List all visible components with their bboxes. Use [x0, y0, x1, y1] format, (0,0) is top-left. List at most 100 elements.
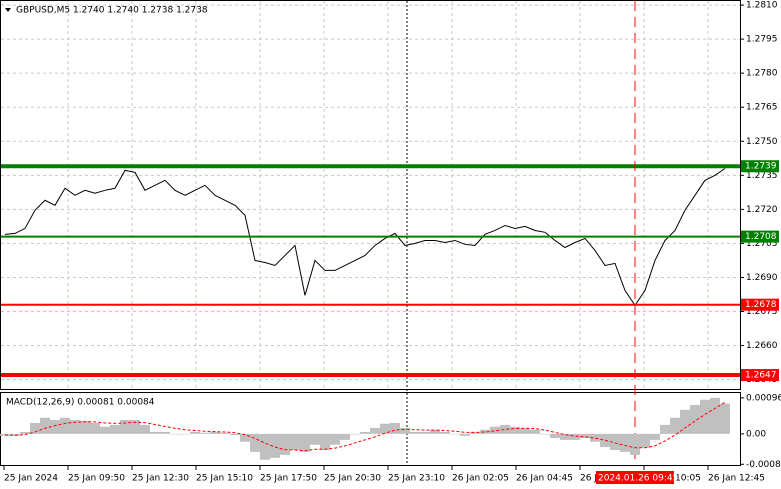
y-tick-label: 1.2765	[746, 103, 778, 113]
macd-bar	[190, 432, 200, 434]
macd-panel-frame	[0, 392, 741, 466]
macd-bar	[620, 433, 630, 452]
macd-bar	[320, 433, 330, 450]
macd-bar	[610, 433, 620, 450]
y-tick-label: 1.2660	[746, 341, 778, 351]
macd-bar	[50, 420, 60, 434]
y-tick-label: 1.2795	[746, 35, 778, 45]
macd-bar	[400, 427, 410, 434]
macd-bar	[350, 433, 360, 435]
price-panel-frame	[0, 0, 741, 390]
x-tick-label: 26 Jan 04:45	[516, 474, 573, 484]
y-tick-label: 1.2750	[746, 137, 778, 147]
macd-bar	[600, 433, 610, 447]
macd-bar	[120, 420, 130, 434]
macd-bar	[230, 433, 240, 435]
level-label-box	[741, 298, 779, 311]
macd-bar	[460, 433, 470, 436]
crosshair-label-box	[596, 471, 674, 484]
y-tick-label: 1.2735	[746, 171, 778, 181]
x-tick-label: 26 Jan 02:05	[452, 474, 509, 484]
macd-bar	[60, 417, 70, 434]
macd-bar	[40, 417, 50, 434]
macd-title: MACD(12,26,9) 0.00081 0.00084	[6, 398, 155, 408]
macd-bar	[700, 399, 710, 434]
level-label: 1.2647	[745, 371, 777, 381]
title-arrow	[5, 8, 11, 12]
macd-bar	[70, 420, 80, 434]
macd-bar	[240, 433, 250, 442]
macd-bar	[590, 433, 600, 442]
macd-bar	[220, 432, 230, 434]
macd-bar	[170, 433, 180, 435]
macd-bar	[650, 433, 660, 440]
macd-bar	[680, 409, 690, 434]
macd-bar	[90, 423, 100, 434]
price-line	[4, 168, 726, 307]
macd-bar	[450, 433, 460, 435]
y-tick-label: 1.2810	[746, 1, 778, 11]
macd-bar	[150, 432, 160, 434]
macd-bar	[330, 433, 340, 445]
macd-bar	[360, 432, 370, 434]
macd-bar	[550, 433, 560, 438]
macd-bar	[160, 432, 170, 434]
macd-bar	[630, 433, 640, 455]
macd-bar	[420, 432, 430, 434]
macd-bar	[20, 432, 30, 434]
macd-bar	[260, 433, 270, 460]
y-tick-label: 1.2720	[746, 205, 778, 215]
macd-bar	[520, 427, 530, 434]
macd-bar	[390, 423, 400, 434]
macd-bar	[290, 433, 300, 450]
y-tick-label: 1.2675	[746, 307, 778, 317]
macd-bar	[180, 433, 190, 435]
y-tick-label: 0.00	[746, 429, 766, 439]
y-tick-label: 0.00096	[746, 393, 781, 403]
macd-bar	[280, 433, 290, 455]
crosshair-label: 2024.01.26 09:45	[598, 474, 678, 484]
macd-bar	[370, 427, 380, 434]
x-tick-label: 25 Jan 20:30	[324, 474, 381, 484]
macd-bar	[690, 405, 700, 434]
macd-bar	[710, 397, 720, 434]
macd-bar	[210, 432, 220, 434]
x-tick-label: 26 Jan 12:45	[708, 474, 765, 484]
x-tick-label: 25 Jan 2024	[4, 474, 58, 484]
macd-bar	[670, 417, 680, 434]
macd-bar	[110, 424, 120, 434]
macd-bar	[340, 433, 350, 440]
x-tick-label: 25 Jan 17:50	[260, 474, 317, 484]
macd-bar	[640, 433, 650, 448]
y-tick-label: -0.00081	[746, 460, 781, 470]
macd-bar	[660, 424, 670, 434]
x-tick-label: 25 Jan 15:10	[196, 474, 253, 484]
macd-bar	[10, 433, 20, 436]
macd-bar	[540, 433, 550, 435]
macd-bar	[470, 432, 480, 434]
level-label-box	[741, 160, 779, 173]
signal-line	[4, 401, 726, 452]
level-label: 1.2739	[745, 162, 777, 172]
macd-bar	[490, 426, 500, 434]
macd-bar	[270, 433, 280, 458]
macd-bar	[0, 433, 10, 436]
macd-bar	[580, 433, 590, 438]
level-label: 1.2708	[745, 232, 777, 242]
macd-bar	[380, 423, 390, 434]
macd-bar	[480, 429, 490, 434]
macd-bar	[140, 424, 150, 434]
y-tick-label: 1.2705	[746, 239, 778, 249]
macd-bar	[510, 426, 520, 434]
macd-bar	[430, 429, 440, 434]
macd-bar	[30, 423, 40, 434]
macd-bar	[200, 432, 210, 434]
x-tick-label: 25 Jan 12:30	[132, 474, 189, 484]
chart-title: GBPUSD,M5 1.2740 1.2740 1.2738 1.2738	[16, 6, 208, 16]
macd-bar	[130, 420, 140, 434]
macd-bar	[440, 432, 450, 434]
macd-bar	[300, 433, 310, 452]
level-label-box	[741, 230, 779, 243]
